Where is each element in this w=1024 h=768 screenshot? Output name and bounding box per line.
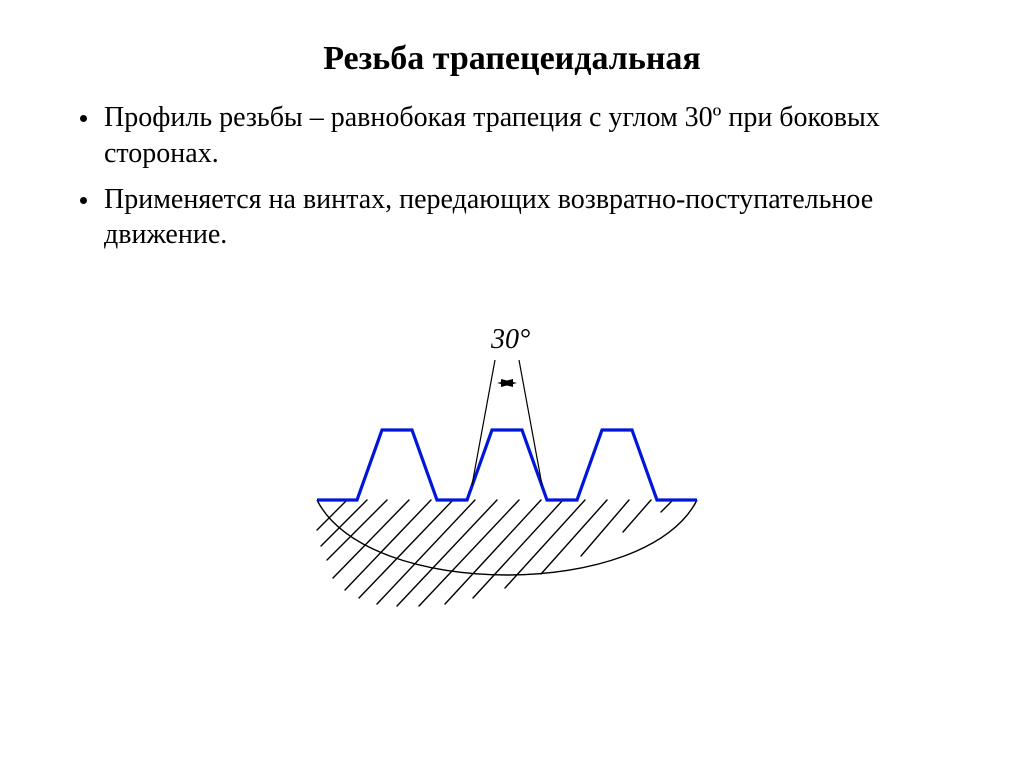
svg-text:30°: 30° bbox=[490, 324, 530, 355]
thread-profile-diagram: 30° bbox=[297, 320, 727, 615]
bullet-list: Профиль резьбы – равнобокая трапеция с у… bbox=[60, 100, 964, 253]
figure-container: 30° bbox=[0, 320, 1024, 615]
bullet-text: Применяется на винтах, передающих возвра… bbox=[104, 184, 873, 251]
bullet-text: Профиль резьбы – равнобокая трапеция с у… bbox=[104, 102, 880, 169]
bullet-item: Применяется на винтах, передающих возвра… bbox=[76, 182, 964, 254]
thread-profile-svg: 30° bbox=[297, 320, 727, 610]
bullet-item: Профиль резьбы – равнобокая трапеция с у… bbox=[76, 100, 964, 172]
slide: Резьба трапецеидальная Профиль резьбы – … bbox=[0, 0, 1024, 768]
page-title: Резьба трапецеидальная bbox=[60, 40, 964, 78]
